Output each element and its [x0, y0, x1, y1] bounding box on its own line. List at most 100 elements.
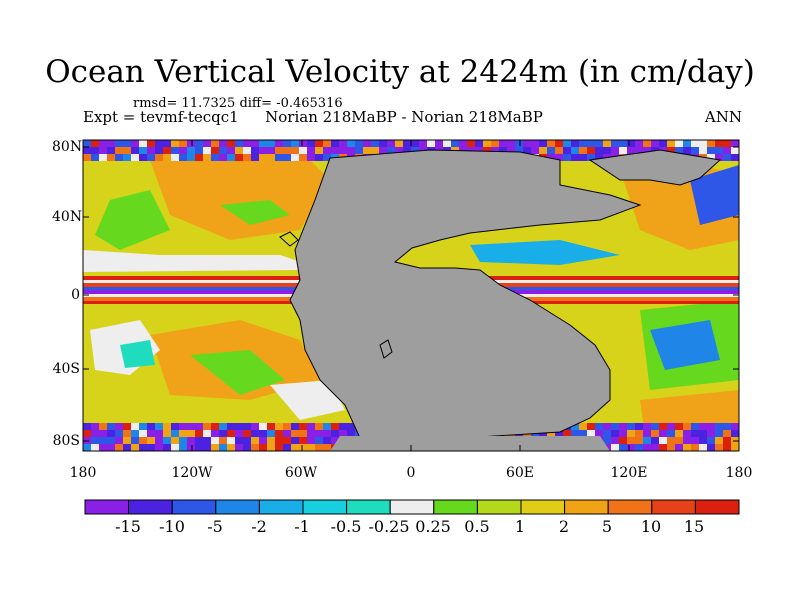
northNoise-cell — [539, 147, 547, 154]
southNoise-cell — [659, 430, 667, 437]
northNoise-cell — [587, 147, 595, 154]
northNoise-cell — [219, 140, 227, 147]
southNoise-cell — [115, 430, 123, 437]
northNoise-cell — [139, 140, 147, 147]
northNoise-cell — [211, 147, 219, 154]
colorbar-box-15 — [694, 499, 740, 515]
southNoise-cell — [587, 423, 595, 430]
northNoise-cell — [203, 154, 211, 161]
northNoise-cell — [715, 140, 723, 147]
lon-label-0: 0 — [406, 465, 416, 481]
southNoise-cell — [267, 423, 275, 430]
southNoise-cell — [115, 444, 123, 451]
southNoise-cell — [555, 430, 563, 437]
northNoise-cell — [707, 140, 715, 147]
southNoise-cell — [651, 423, 659, 430]
northNoise-cell — [91, 154, 99, 161]
northNoise-cell — [603, 147, 611, 154]
plot-title: Ocean Vertical Velocity at 2424m (in cm/… — [45, 54, 755, 90]
northNoise-cell — [555, 140, 563, 147]
northNoise-cell — [563, 147, 571, 154]
southNoise-cell — [299, 437, 307, 444]
northNoise-cell — [307, 154, 315, 161]
southNoise-cell — [547, 430, 555, 437]
northNoise-cell — [179, 154, 187, 161]
northNoise-cell — [315, 140, 323, 147]
northNoise-cell — [595, 140, 603, 147]
southNoise-cell — [307, 430, 315, 437]
northNoise-cell — [323, 140, 331, 147]
northNoise-cell — [227, 140, 235, 147]
southNoise-cell — [323, 423, 331, 430]
northNoise-cell — [323, 154, 331, 161]
southNoise-cell — [219, 437, 227, 444]
southNoise-cell — [211, 430, 219, 437]
southNoise-cell — [115, 423, 123, 430]
southNoise-cell — [291, 430, 299, 437]
northNoise-cell — [395, 147, 403, 154]
southNoise-cell — [643, 444, 651, 451]
southNoise-cell — [99, 437, 107, 444]
colorbar-label-14: 15 — [683, 517, 705, 536]
northNoise-cell — [259, 154, 267, 161]
northNoise-cell — [675, 147, 683, 154]
colorbar-label-2: -10 — [159, 517, 185, 536]
northNoise-cell — [651, 140, 659, 147]
southNoise-cell — [203, 437, 211, 444]
northNoise-cell — [731, 140, 739, 147]
northNoise-cell — [227, 154, 235, 161]
northNoise-cell — [99, 154, 107, 161]
northNoise-cell — [291, 140, 299, 147]
southNoise-cell — [259, 423, 267, 430]
southNoise-cell — [659, 423, 667, 430]
northNoise-cell — [483, 147, 491, 154]
northNoise-cell — [491, 147, 499, 154]
southNoise-cell — [611, 437, 619, 444]
northNoise-cell — [611, 140, 619, 147]
island-west — [279, 231, 299, 247]
southNoise-cell — [267, 444, 275, 451]
northNoise-cell — [139, 154, 147, 161]
northNoise-cell — [371, 147, 379, 154]
northNoise-cell — [323, 147, 331, 154]
northNoise-cell — [579, 147, 587, 154]
northNoise-cell — [291, 147, 299, 154]
southNoise-cell — [195, 423, 203, 430]
southNoise-cell — [171, 430, 179, 437]
southNoise-cell — [331, 423, 339, 430]
northNoise-cell — [715, 147, 723, 154]
northNoise-cell — [683, 140, 691, 147]
northNoise-cell — [563, 140, 571, 147]
northNoise-cell — [379, 147, 387, 154]
axis-tick-marks — [82, 140, 740, 451]
southNoise-cell — [139, 423, 147, 430]
southNoise-cell — [707, 437, 715, 444]
colorbar-label-1: -15 — [115, 517, 141, 536]
northNoise-cell — [83, 154, 91, 161]
lat-label-0: 0 — [71, 287, 80, 303]
southNoise-cell — [195, 437, 203, 444]
northNoise-cell — [131, 147, 139, 154]
colorbar — [84, 499, 740, 515]
southNoise-cell — [731, 423, 739, 430]
southNoise-cell — [731, 430, 739, 437]
southNoise-cell — [635, 444, 643, 451]
northNoise-cell — [123, 147, 131, 154]
lon-label-180e: 180 — [725, 465, 753, 481]
northNoise-cell — [595, 154, 603, 161]
northNoise-cell — [435, 140, 443, 147]
northNoise-cell — [619, 147, 627, 154]
southNoise-cell — [723, 444, 731, 451]
southNoise-cell — [667, 430, 675, 437]
northNoise-cell — [195, 147, 203, 154]
northNoise-cell — [595, 147, 603, 154]
stats-line: rmsd= 11.7325 diff= -0.465316 — [133, 96, 343, 111]
northNoise-cell — [579, 154, 587, 161]
southNoise-cell — [83, 444, 91, 451]
northNoise-cell — [171, 140, 179, 147]
southNoise-cell — [195, 430, 203, 437]
southNoise-cell — [99, 423, 107, 430]
colorbar-label-7: -0.25 — [368, 517, 410, 536]
southNoise-cell — [275, 423, 283, 430]
southNoise-cell — [291, 423, 299, 430]
